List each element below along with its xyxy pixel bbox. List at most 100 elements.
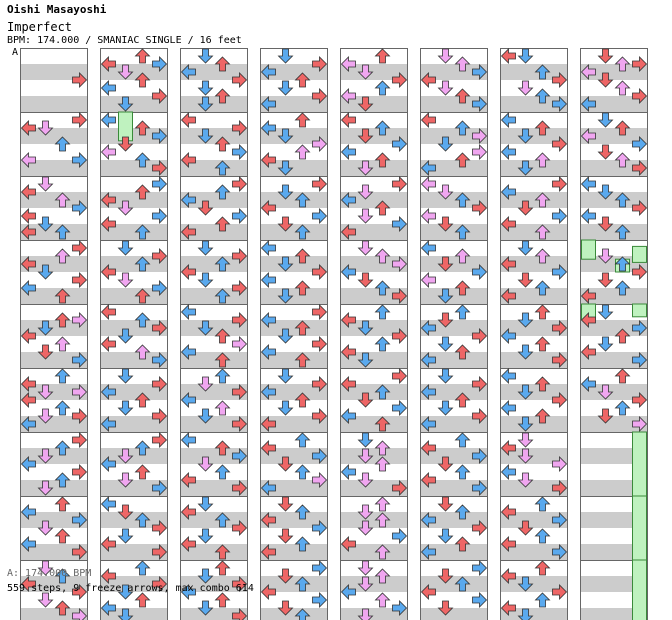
up-arrow-icon [294,144,311,160]
down-arrow-icon [597,272,614,288]
left-arrow-icon [500,48,516,64]
down-arrow-icon [597,304,614,320]
up-arrow-icon [134,344,151,360]
column-frame [260,48,328,620]
beat-stripe [580,256,648,272]
left-arrow-icon [260,480,276,496]
beat-stripe [20,544,88,560]
down-arrow-icon [37,264,54,280]
beat-stripe [20,96,88,112]
right-arrow-icon [632,160,648,176]
right-arrow-icon [552,176,568,192]
right-arrow-icon [152,544,168,560]
up-arrow-icon [54,600,71,616]
right-arrow-icon [232,384,248,400]
left-arrow-icon [20,536,36,552]
right-arrow-icon [552,208,568,224]
left-arrow-icon [20,456,36,472]
beat-stripe [580,448,648,464]
beat-stripe [180,160,248,176]
up-arrow-icon [294,432,311,448]
right-arrow-icon [472,560,488,576]
beat-stripe [260,416,328,432]
up-arrow-icon [534,560,551,576]
left-arrow-icon [580,344,596,360]
up-arrow-icon [214,352,231,368]
beat-stripe [500,416,568,432]
right-arrow-icon [312,560,328,576]
left-arrow-icon [420,544,436,560]
right-arrow-icon [152,128,168,144]
up-arrow-icon [534,248,551,264]
beat-stripe [420,480,488,496]
left-arrow-icon [20,504,36,520]
up-arrow-icon [614,368,631,384]
right-arrow-icon [152,208,168,224]
up-arrow-icon [134,72,151,88]
beat-stripe [580,288,648,304]
beat-stripe [340,480,408,496]
left-arrow-icon [340,584,356,600]
freeze-arrow-icon [632,303,647,318]
up-arrow-icon [214,160,231,176]
right-arrow-icon [72,464,88,480]
right-arrow-icon [312,376,328,392]
down-arrow-icon [197,568,214,584]
up-arrow-icon [214,184,231,200]
up-arrow-icon [294,392,311,408]
right-arrow-icon [312,408,328,424]
down-arrow-icon [117,136,134,152]
left-arrow-icon [180,264,196,280]
up-arrow-icon [534,304,551,320]
down-arrow-icon [437,48,454,64]
left-arrow-icon [500,400,516,416]
left-arrow-icon [20,224,36,240]
right-arrow-icon [152,408,168,424]
down-arrow-icon [517,200,534,216]
left-arrow-icon [500,328,516,344]
column-2 [100,48,168,620]
left-arrow-icon [100,336,116,352]
down-arrow-icon [437,256,454,272]
down-arrow-icon [357,608,374,620]
up-arrow-icon [294,248,311,264]
left-arrow-icon [260,384,276,400]
down-arrow-icon [277,568,294,584]
left-arrow-icon [500,368,516,384]
beat-stripe [100,608,168,620]
left-arrow-icon [500,112,516,128]
left-arrow-icon [180,64,196,80]
down-arrow-icon [277,256,294,272]
beat-stripe [340,192,408,208]
up-arrow-icon [134,120,151,136]
up-arrow-icon [134,312,151,328]
up-arrow-icon [54,496,71,512]
beat-stripe [20,224,88,240]
up-arrow-icon [134,440,151,456]
left-arrow-icon [340,312,356,328]
left-arrow-icon [100,384,116,400]
beat-stripe [580,384,648,400]
down-arrow-icon [517,576,534,592]
down-arrow-icon [277,600,294,616]
up-arrow-icon [614,56,631,72]
up-arrow-icon [214,592,231,608]
up-arrow-icon [294,192,311,208]
right-arrow-icon [472,264,488,280]
down-arrow-icon [517,384,534,400]
down-arrow-icon [117,472,134,488]
right-arrow-icon [552,320,568,336]
left-arrow-icon [180,504,196,520]
down-arrow-icon [357,520,374,536]
right-arrow-icon [72,544,88,560]
step-statistics: 559 steps, 9 freeze arrows, max combo 61… [7,583,254,594]
beat-stripe [20,128,88,144]
right-arrow-icon [552,544,568,560]
beat-stripe [340,416,408,432]
beat-stripe [580,128,648,144]
down-arrow-icon [277,328,294,344]
right-arrow-icon [312,88,328,104]
beat-stripe [260,608,328,620]
beat-stripe [340,256,408,272]
